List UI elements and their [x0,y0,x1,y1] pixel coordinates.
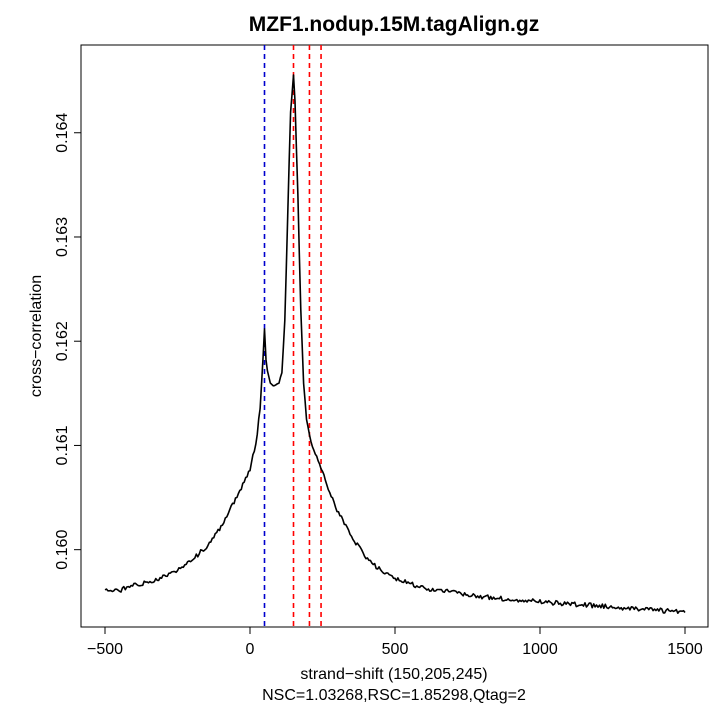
y-tick-label: 0.160 [54,530,71,570]
marker-lines [263,45,322,627]
x-tick-label: 1500 [667,641,703,658]
cross-correlation-line [104,74,686,614]
y-tick-label: 0.163 [54,217,71,257]
x-axis-stats-label: NSC=1.03268,RSC=1.85298,Qtag=2 [262,687,526,704]
y-axis-label: cross−correlation [28,275,45,397]
chart-title: MZF1.nodup.15M.tagAlign.gz [249,13,539,36]
x-axis: −500 0 500 1000 1500 [87,627,703,658]
y-tick-label: 0.164 [54,113,71,153]
x-tick-label: 1000 [522,641,558,658]
plot-frame [80,44,709,628]
x-tick-label: 0 [246,641,255,658]
y-axis: 0.160 0.161 0.162 0.163 0.164 [54,113,81,570]
x-tick-label: 500 [382,641,409,658]
x-axis-label: strand−shift (150,205,245) [300,666,487,683]
x-tick-label: −500 [87,641,123,658]
y-tick-label: 0.162 [54,321,71,361]
y-tick-label: 0.161 [54,425,71,465]
series-group [104,74,686,614]
